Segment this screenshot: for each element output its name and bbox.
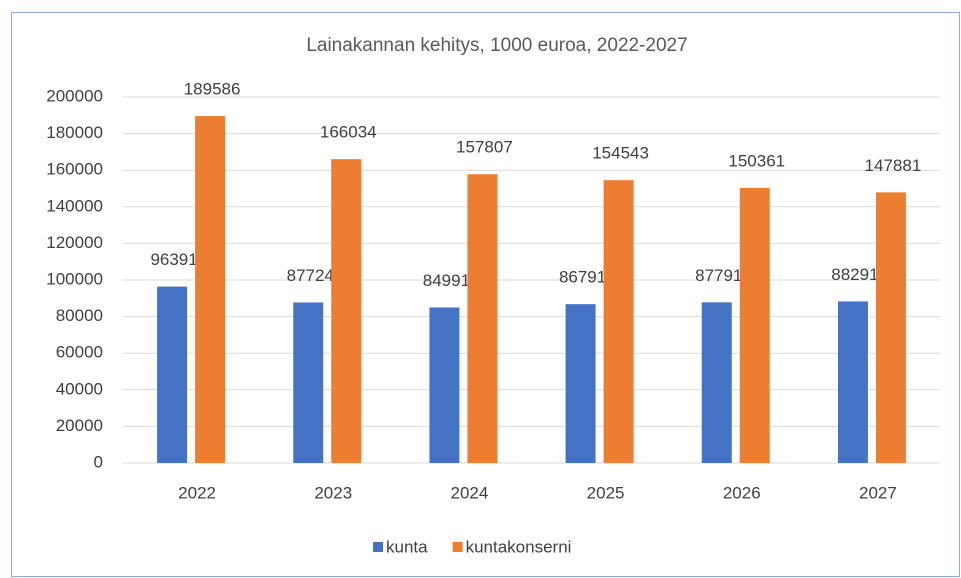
x-tick-label: 2026	[723, 483, 761, 502]
y-tick-label: 140000	[46, 196, 103, 215]
data-label: 84991	[423, 271, 470, 290]
data-label: 86791	[559, 268, 606, 287]
y-tick-label: 120000	[46, 233, 103, 252]
data-label: 88291	[831, 265, 878, 284]
bar	[837, 301, 868, 463]
x-tick-label: 2025	[587, 483, 625, 502]
bar	[195, 116, 226, 463]
y-tick-label: 160000	[46, 160, 103, 179]
data-label: 87724	[287, 266, 334, 285]
legend-swatch	[373, 542, 383, 552]
bar	[293, 302, 324, 463]
y-tick-label: 80000	[56, 306, 103, 325]
data-label: 154543	[592, 144, 649, 163]
bar	[157, 286, 188, 463]
y-tick-label: 0	[94, 452, 103, 471]
bar	[701, 302, 732, 463]
data-label: 166034	[320, 123, 377, 142]
x-tick-label: 2024	[451, 483, 489, 502]
bar	[331, 159, 362, 463]
legend-label: kunta	[386, 537, 428, 556]
legend-swatch	[452, 542, 463, 552]
legend-label: kuntakonserni	[466, 537, 572, 556]
y-tick-label: 20000	[56, 416, 103, 435]
data-label: 189586	[184, 80, 241, 99]
x-tick-label: 2023	[314, 483, 352, 502]
x-tick-label: 2022	[178, 483, 216, 502]
y-tick-label: 180000	[46, 123, 103, 142]
bar	[603, 180, 634, 463]
bar	[739, 187, 770, 464]
data-label: 157807	[456, 138, 513, 157]
y-tick-label: 200000	[46, 86, 103, 105]
data-label: 150361	[728, 151, 785, 170]
y-tick-label: 60000	[56, 343, 103, 362]
x-tick-label: 2027	[859, 483, 897, 502]
bar	[875, 192, 906, 463]
bar	[429, 307, 460, 463]
bar	[467, 174, 498, 463]
chart-title: Lainakannan kehitys, 1000 euroa, 2022-20…	[306, 35, 687, 56]
y-tick-label: 100000	[46, 269, 103, 288]
data-label: 87791	[695, 266, 742, 285]
y-tick-label: 40000	[56, 379, 103, 398]
data-label: 96391	[150, 250, 197, 269]
data-label: 147881	[865, 156, 922, 175]
bar	[565, 304, 596, 463]
